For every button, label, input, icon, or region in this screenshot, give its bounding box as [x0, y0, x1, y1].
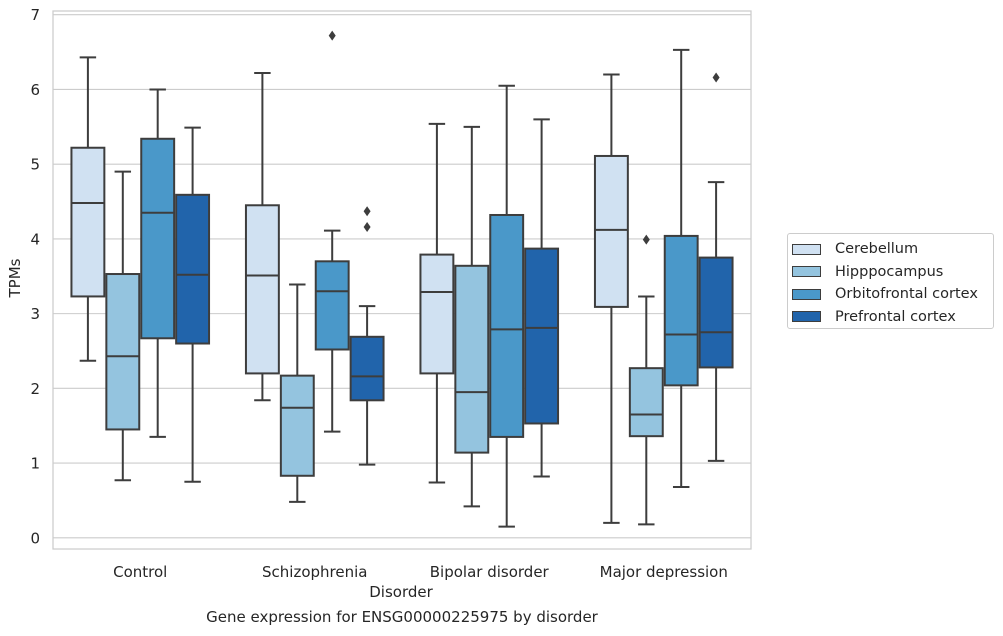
- outlier-prefrontal-cortex-major-depression-0: [712, 72, 720, 83]
- box-orbitofrontal-cortex-schizophrenia: [314, 30, 350, 433]
- box-body-hipppocampus-major-depression: [628, 367, 664, 438]
- box-orbitofrontal-cortex-major-depression: [663, 48, 699, 488]
- y-tick-label-3: 3: [30, 305, 40, 323]
- outlier-hipppocampus-major-depression-0: [642, 234, 650, 245]
- legend-item-hippocampus: Hipppocampus: [792, 261, 993, 284]
- box-cerebellum-major-depression: [593, 73, 629, 524]
- box-cerebellum-bipolar-disorder: [419, 122, 455, 484]
- outlier-prefrontal-cortex-schizophrenia-0: [363, 206, 371, 217]
- box-orbitofrontal-cortex-bipolar-disorder: [489, 84, 525, 528]
- box-hipppocampus-control: [105, 170, 141, 482]
- axis-ticks: 0 1 2 3 4 5 6 7 Control Schizophrenia Bipolar diso…: [30, 6, 727, 581]
- box-prefrontal-cortex-bipolar-disorder: [524, 118, 560, 478]
- legend-swatch-hippocampus: [792, 266, 821, 278]
- box-elements: [70, 30, 734, 528]
- box-hipppocampus-schizophrenia: [279, 283, 315, 503]
- box-body-orbitofrontal-cortex-bipolar-disorder: [489, 213, 525, 438]
- legend-label-orbitofrontal-cortex: Orbitofrontal cortex: [835, 286, 978, 303]
- legend-label-hippocampus: Hipppocampus: [835, 263, 944, 280]
- legend-item-prefrontal-cortex: Prefrontal cortex: [792, 306, 993, 329]
- box-body-prefrontal-cortex-bipolar-disorder: [524, 247, 560, 425]
- box-prefrontal-cortex-control: [175, 126, 211, 483]
- y-tick-label-2: 2: [30, 380, 40, 398]
- legend: Cerebellum Hipppocampus Orbitofrontal co…: [787, 233, 994, 329]
- box-body-hipppocampus-bipolar-disorder: [454, 264, 490, 454]
- outlier-prefrontal-cortex-schizophrenia-1: [363, 221, 371, 232]
- figure-caption: Gene expression for ENSG00000225975 by d…: [206, 608, 598, 626]
- box-body-prefrontal-cortex-control: [175, 193, 211, 345]
- box-body-prefrontal-cortex-major-depression: [698, 256, 734, 369]
- y-tick-label-6: 6: [30, 81, 40, 99]
- x-tick-label-schizophrenia: Schizophrenia: [262, 563, 367, 581]
- y-tick-label-5: 5: [30, 156, 40, 174]
- legend-label-cerebellum: Cerebellum: [835, 241, 919, 258]
- box-body-cerebellum-schizophrenia: [244, 204, 280, 375]
- y-tick-label-0: 0: [30, 529, 40, 547]
- legend-item-cerebellum: Cerebellum: [792, 238, 993, 261]
- box-body-prefrontal-cortex-schizophrenia: [349, 335, 385, 402]
- y-axis-label: TPMs: [6, 258, 24, 298]
- y-tick-label-1: 1: [30, 455, 40, 473]
- y-tick-label-4: 4: [30, 230, 40, 248]
- box-body-cerebellum-control: [70, 146, 106, 298]
- legend-swatch-prefrontal-cortex: [792, 311, 821, 323]
- box-hipppocampus-bipolar-disorder: [454, 125, 490, 508]
- outlier-orbitofrontal-cortex-schizophrenia-0: [328, 30, 336, 41]
- box-body-orbitofrontal-cortex-control: [140, 137, 176, 340]
- legend-swatch-cerebellum: [792, 243, 821, 255]
- box-cerebellum-schizophrenia: [244, 72, 280, 402]
- legend-swatch-orbitofrontal-cortex: [792, 288, 821, 300]
- box-cerebellum-control: [70, 56, 106, 362]
- box-body-cerebellum-major-depression: [593, 154, 629, 308]
- box-orbitofrontal-cortex-control: [140, 88, 176, 438]
- box-hipppocampus-major-depression: [628, 234, 664, 526]
- box-body-hipppocampus-schizophrenia: [279, 374, 315, 477]
- x-axis-label: Disorder: [369, 583, 433, 601]
- x-tick-label-major-depression: Major depression: [600, 563, 728, 581]
- box-prefrontal-cortex-major-depression: [698, 72, 734, 462]
- box-prefrontal-cortex-schizophrenia: [349, 206, 385, 466]
- box-body-hipppocampus-control: [105, 273, 141, 431]
- box-body-cerebellum-bipolar-disorder: [419, 253, 455, 375]
- plot-frame: [52, 10, 752, 550]
- x-tick-label-bipolar-disorder: Bipolar disorder: [430, 563, 550, 581]
- legend-label-prefrontal-cortex: Prefrontal cortex: [835, 308, 956, 325]
- y-tick-label-7: 7: [30, 6, 40, 24]
- legend-item-orbitofrontal-cortex: Orbitofrontal cortex: [792, 283, 993, 306]
- box-body-orbitofrontal-cortex-major-depression: [663, 234, 699, 387]
- x-tick-label-control: Control: [113, 563, 167, 581]
- box-body-orbitofrontal-cortex-schizophrenia: [314, 260, 350, 351]
